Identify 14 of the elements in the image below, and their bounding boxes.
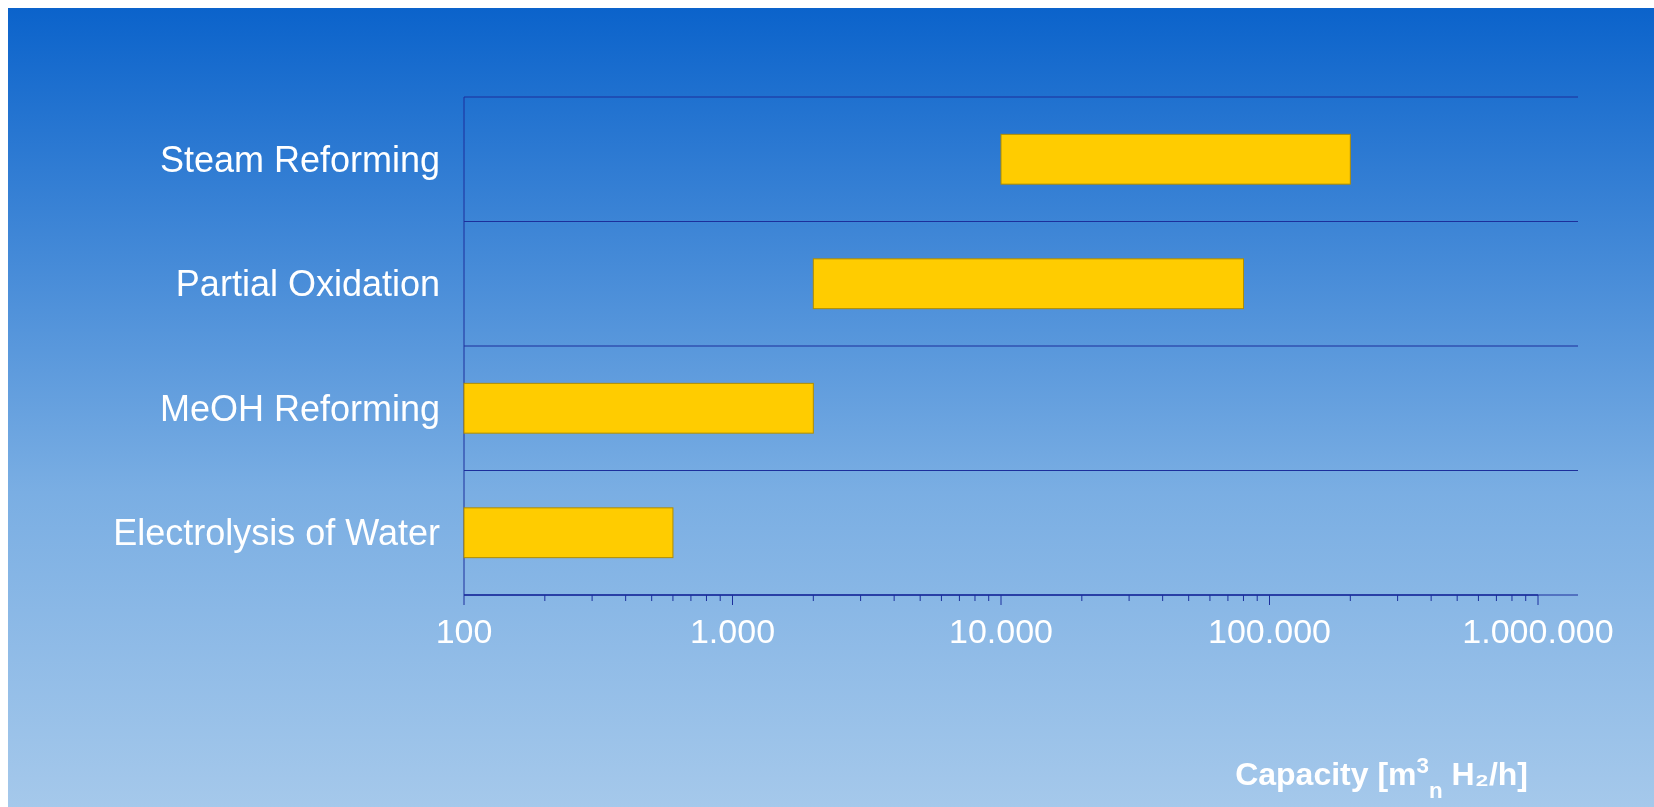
bar: [463, 382, 814, 434]
y-tick-label: Partial Oxidation: [175, 263, 440, 305]
y-tick-label: MeOH Reforming: [159, 387, 440, 429]
bar: [463, 507, 674, 559]
x-tick-label: 100.000: [1208, 612, 1331, 650]
bar: [812, 258, 1244, 310]
x-axis-title: Capacity [m$^{3}$$_{n}$ H₂/h]: [1235, 752, 1528, 803]
bar: [1000, 133, 1351, 185]
x-tick-label: 100: [435, 612, 493, 650]
y-tick-label: Electrolysis of Water: [113, 512, 440, 554]
x-tick-label: 1.000.000: [1462, 612, 1614, 650]
x-tick-label: 1.000: [689, 612, 776, 650]
x-tick-label: 10.000: [949, 612, 1053, 650]
y-tick-label: Steam Reforming: [159, 138, 440, 180]
